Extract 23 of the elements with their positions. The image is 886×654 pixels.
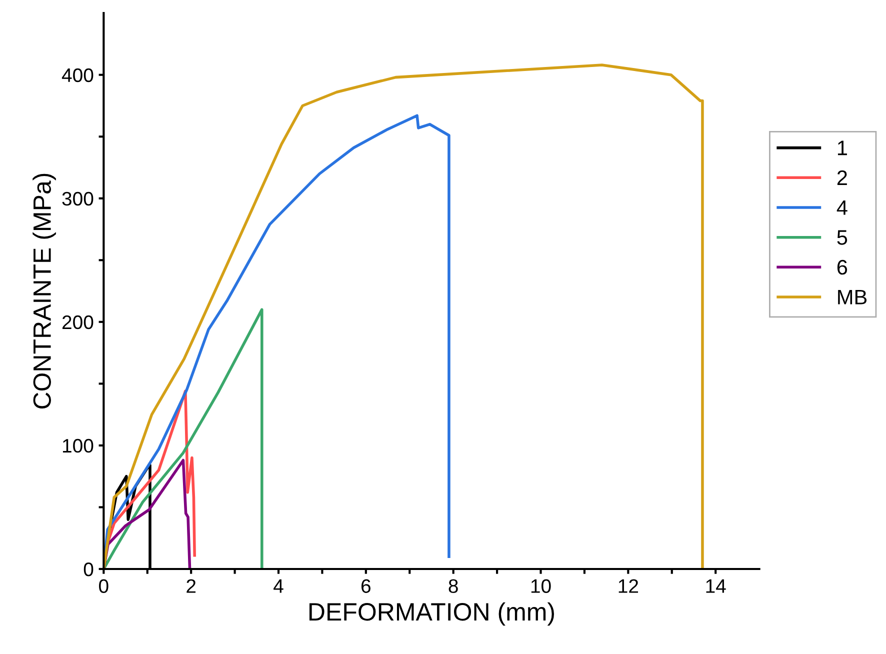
x-tick-label: 10: [531, 579, 551, 593]
x-tick-label: 8: [448, 579, 458, 593]
x-tick-label: 4: [274, 579, 284, 593]
legend-label: MB: [838, 290, 867, 304]
y-tick-label: 200: [62, 315, 94, 330]
x-tick-label: 12: [618, 579, 638, 593]
legend-label: 1: [838, 140, 847, 156]
x-tick-label: 2: [186, 579, 196, 593]
legend-label: 6: [837, 260, 848, 275]
x-axis-title: DEFORMATION (mm): [309, 602, 554, 626]
x-tick-label: 14: [706, 579, 726, 593]
y-tick-label: 0: [84, 562, 94, 576]
y-tick-label: 400: [62, 68, 94, 82]
x-tick-label: 6: [362, 579, 370, 593]
legend-label: 2: [837, 170, 847, 185]
legend-label: 5: [837, 230, 848, 245]
line-series: [104, 308, 264, 569]
y-tick-label: 100: [62, 438, 94, 453]
x-tick-label: 0: [99, 579, 108, 593]
y-axis-title: CONTRAINTE (MPa): [32, 174, 56, 409]
legend-label: 4: [836, 200, 848, 215]
y-tick-label: 300: [62, 192, 94, 206]
line-series: [104, 64, 704, 569]
